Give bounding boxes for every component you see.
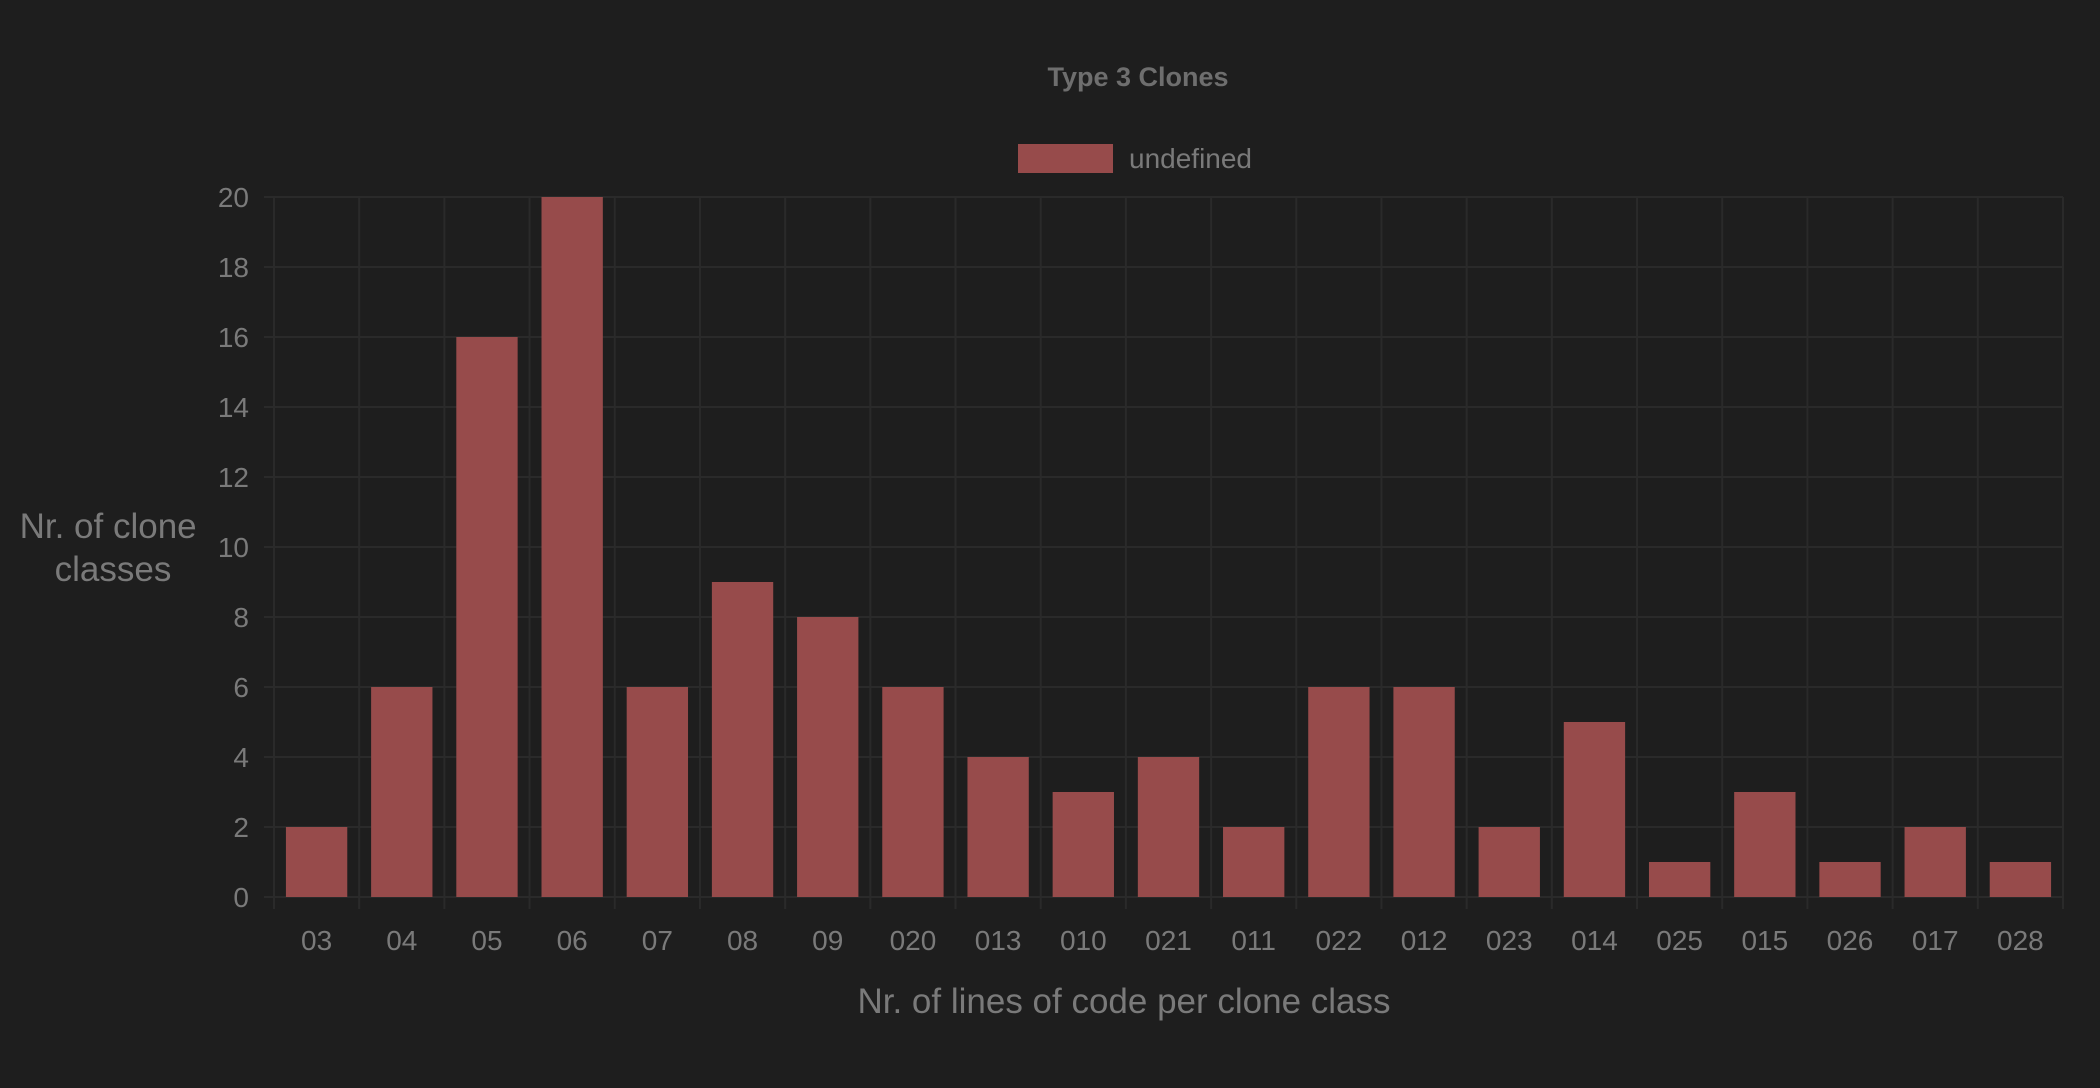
legend-swatch	[1018, 144, 1113, 173]
y-tick-label: 12	[218, 462, 249, 493]
x-tick-label: 028	[1997, 925, 2044, 956]
x-tick-label: 014	[1571, 925, 1618, 956]
x-axis-ticks: 03 04 05 06 07 08 09 020 013 010 021 011 022 012 023 01…	[301, 925, 2044, 956]
y-tick-label: 2	[233, 812, 249, 843]
chart-title: Type 3 Clones	[1047, 62, 1228, 92]
x-tick-label: 06	[557, 925, 588, 956]
x-tick-label: 05	[471, 925, 502, 956]
y-tick-label: 14	[218, 392, 249, 423]
bar[interactable]	[1137, 757, 1200, 897]
bar[interactable]	[1223, 827, 1285, 897]
bar[interactable]	[1393, 687, 1455, 897]
x-tick-label: 04	[386, 925, 417, 956]
x-tick-label: 026	[1827, 925, 1874, 956]
x-tick-label: 020	[890, 925, 937, 956]
x-tick-label: 017	[1912, 925, 1959, 956]
x-tick-label: 010	[1060, 925, 1107, 956]
y-tick-label: 16	[218, 322, 249, 353]
x-axis-title: Nr. of lines of code per clone class	[857, 982, 1390, 1021]
bar[interactable]	[456, 337, 518, 897]
x-tick-label: 09	[812, 925, 843, 956]
y-tick-label: 6	[233, 672, 249, 703]
y-axis-ticks: 0 2 4 6 8 10 12 14 16 18 20	[218, 182, 249, 913]
bar[interactable]	[285, 827, 348, 897]
bar[interactable]	[1478, 827, 1540, 897]
x-tick-label: 021	[1145, 925, 1192, 956]
x-tick-label: 025	[1656, 925, 1703, 956]
y-tick-label: 8	[233, 602, 249, 633]
bar[interactable]	[1904, 827, 1966, 897]
bar[interactable]	[1648, 862, 1711, 897]
bar[interactable]	[1734, 792, 1796, 897]
y-tick-label: 18	[218, 252, 249, 283]
legend-label: undefined	[1129, 143, 1252, 174]
x-tick-label: 023	[1486, 925, 1533, 956]
y-tick-label: 20	[218, 182, 249, 213]
bar[interactable]	[1819, 862, 1881, 897]
y-axis-title: Nr. of clone classes	[20, 507, 207, 589]
bar[interactable]	[967, 757, 1029, 897]
x-tick-label: 07	[642, 925, 673, 956]
x-tick-label: 011	[1231, 925, 1276, 956]
bar[interactable]	[626, 687, 689, 897]
legend[interactable]: undefined	[1018, 143, 1252, 174]
y-tick-label: 10	[218, 532, 249, 563]
x-tick-label: 013	[975, 925, 1022, 956]
x-tick-label: 012	[1401, 925, 1448, 956]
x-tick-label: 022	[1316, 925, 1363, 956]
bar[interactable]	[1052, 792, 1114, 897]
y-axis-title-line-2: classes	[55, 550, 172, 589]
bar[interactable]	[1989, 862, 2052, 897]
y-tick-label: 0	[233, 882, 249, 913]
bar[interactable]	[711, 582, 774, 897]
bars-layer	[285, 197, 2052, 897]
x-tick-label: 03	[301, 925, 332, 956]
bar[interactable]	[1563, 722, 1626, 897]
y-axis-title-line-1: Nr. of clone	[20, 507, 197, 546]
bar[interactable]	[1308, 687, 1370, 897]
x-tick-label: 015	[1741, 925, 1788, 956]
bar[interactable]	[797, 617, 859, 897]
bar[interactable]	[882, 687, 944, 897]
bar[interactable]	[371, 687, 433, 897]
bar[interactable]	[541, 197, 603, 897]
x-tick-label: 08	[727, 925, 758, 956]
y-tick-label: 4	[233, 742, 249, 773]
